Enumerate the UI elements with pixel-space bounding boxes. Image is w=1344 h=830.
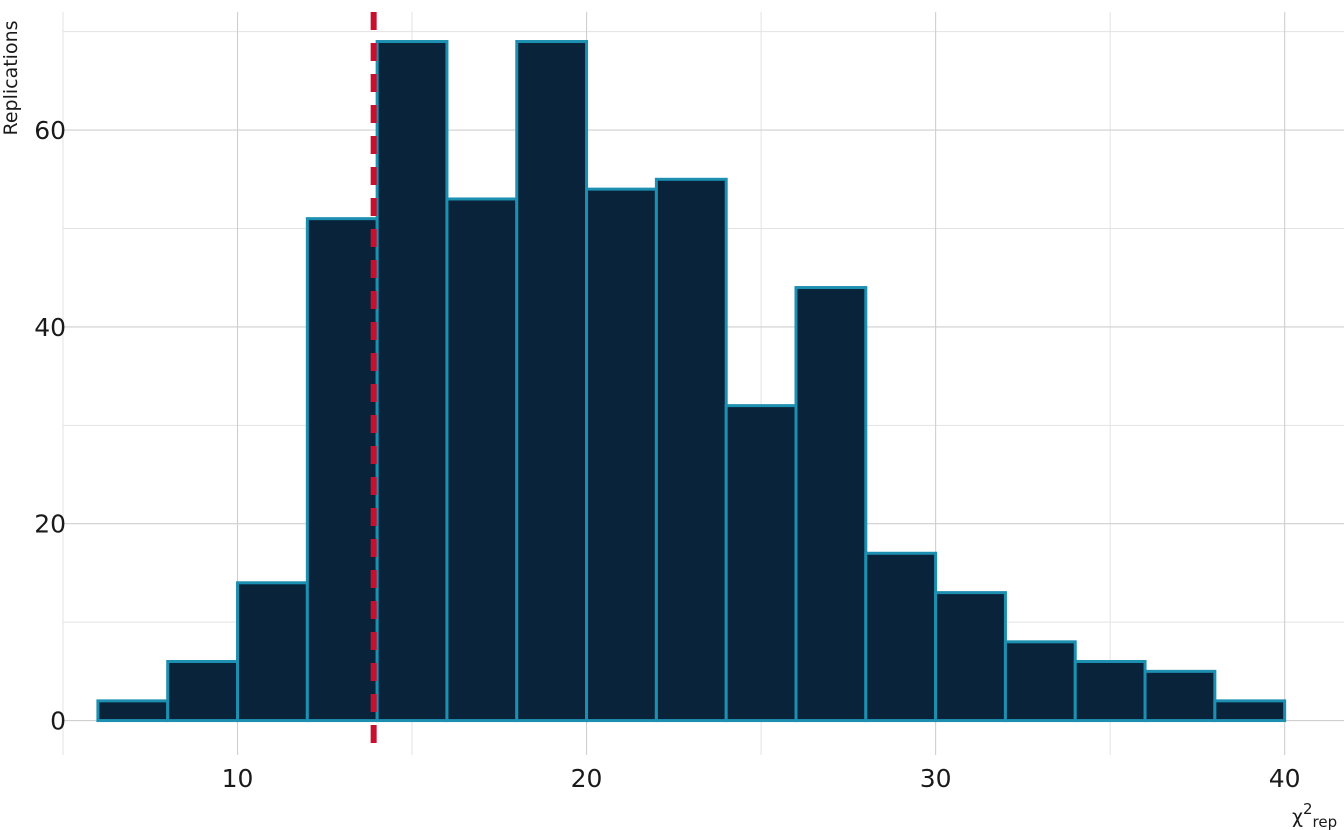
- y-tick-label: 60: [34, 116, 66, 145]
- histogram-bar: [236, 581, 309, 723]
- histogram-bar: [96, 699, 170, 723]
- x-axis-title: χ2rep: [1292, 800, 1337, 830]
- x-axis-title-sub: rep: [1313, 813, 1338, 830]
- y-axis-title: Replications: [0, 20, 22, 135]
- y-tick-label: 20: [34, 510, 66, 539]
- histogram-bar: [1213, 699, 1287, 723]
- histogram-bar: [864, 551, 938, 723]
- histogram-bar: [166, 660, 240, 723]
- histogram-bar: [654, 177, 728, 723]
- histogram-bar: [445, 197, 519, 723]
- histogram-bar: [515, 40, 589, 723]
- histogram-bar: [1143, 669, 1217, 723]
- x-axis-title-base: χ: [1292, 806, 1303, 828]
- y-tick-label: 0: [50, 707, 66, 736]
- histogram-bar: [305, 217, 379, 723]
- y-tick-label: 40: [34, 313, 66, 342]
- histogram-bar: [724, 404, 798, 723]
- x-tick-label: 30: [920, 764, 952, 793]
- x-tick-label: 40: [1269, 764, 1301, 793]
- x-axis-title-sup: 2: [1303, 800, 1313, 818]
- histogram-bar: [1003, 640, 1077, 723]
- histogram-bars: [96, 40, 1287, 723]
- tick-labels: 10 20 30 40 0 20 40 60: [34, 116, 1300, 793]
- histogram-bar: [585, 187, 658, 723]
- histogram-bar: [934, 591, 1007, 723]
- histogram-bar: [794, 286, 868, 723]
- histogram-bar: [375, 40, 449, 723]
- x-tick-label: 20: [571, 764, 603, 793]
- histogram-bar: [1073, 660, 1147, 723]
- x-tick-label: 10: [222, 764, 254, 793]
